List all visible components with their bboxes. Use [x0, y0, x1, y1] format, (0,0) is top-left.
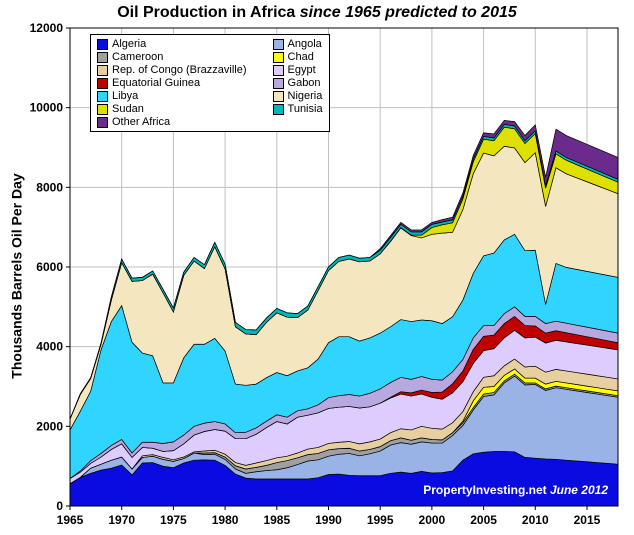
legend-label: Egypt	[288, 64, 316, 76]
xtick-label: 1975	[160, 513, 187, 527]
ytick-label: 8000	[36, 180, 63, 194]
legend-item: Egypt	[273, 64, 323, 76]
xtick-label: 1970	[108, 513, 135, 527]
legend-swatch	[97, 78, 108, 89]
xtick-label: 1995	[367, 513, 394, 527]
legend-swatch	[273, 104, 284, 115]
xtick-label: 1990	[315, 513, 342, 527]
legend-swatch	[273, 91, 284, 102]
legend-label: Cameroon	[112, 51, 163, 63]
legend-label: Libya	[112, 90, 138, 102]
legend-swatch	[273, 78, 284, 89]
legend-label: Equatorial Guinea	[112, 77, 200, 89]
legend-label: Angola	[288, 38, 322, 50]
legend-swatch	[97, 91, 108, 102]
legend-swatch	[97, 117, 108, 128]
ytick-label: 2000	[36, 419, 63, 433]
legend-swatch	[97, 39, 108, 50]
chart-legend: Algeria Angola Cameroon Chad Rep. of Congo (…	[90, 34, 330, 132]
ytick-label: 6000	[36, 260, 63, 274]
chart-container: Oil Production in Africa since 1965 pred…	[0, 0, 634, 535]
xtick-label: 2010	[522, 513, 549, 527]
xtick-label: 2000	[419, 513, 446, 527]
legend-swatch	[97, 104, 108, 115]
legend-item: Gabon	[273, 77, 323, 89]
legend-label: Tunisia	[288, 103, 323, 115]
legend-item: Rep. of Congo (Brazzaville)	[97, 64, 247, 76]
legend-label: Algeria	[112, 38, 146, 50]
xtick-label: 2015	[574, 513, 601, 527]
legend-item: Sudan	[97, 103, 247, 115]
legend-item: Chad	[273, 51, 323, 63]
legend-label: Rep. of Congo (Brazzaville)	[112, 64, 247, 76]
legend-label: Chad	[288, 51, 314, 63]
ytick-label: 4000	[36, 340, 63, 354]
xtick-label: 1985	[263, 513, 290, 527]
legend-swatch	[97, 65, 108, 76]
legend-label: Nigeria	[288, 90, 323, 102]
legend-item: Algeria	[97, 38, 247, 50]
legend-item: Other Africa	[97, 116, 247, 128]
ytick-label: 12000	[30, 21, 64, 35]
legend-swatch	[273, 39, 284, 50]
legend-item: Tunisia	[273, 103, 323, 115]
legend-item: Equatorial Guinea	[97, 77, 247, 89]
ytick-label: 0	[56, 499, 63, 513]
xtick-label: 1980	[212, 513, 239, 527]
legend-swatch	[97, 52, 108, 63]
ytick-label: 10000	[30, 101, 64, 115]
legend-item: Nigeria	[273, 90, 323, 102]
legend-swatch	[273, 65, 284, 76]
legend-item: Angola	[273, 38, 323, 50]
legend-label: Gabon	[288, 77, 321, 89]
legend-label: Other Africa	[112, 116, 170, 128]
attribution: PropertyInvesting.net June 2012	[423, 483, 608, 497]
legend-label: Sudan	[112, 103, 144, 115]
xtick-label: 2005	[470, 513, 497, 527]
legend-item: Cameroon	[97, 51, 247, 63]
legend-item: Libya	[97, 90, 247, 102]
legend-swatch	[273, 52, 284, 63]
xtick-label: 1965	[57, 513, 84, 527]
